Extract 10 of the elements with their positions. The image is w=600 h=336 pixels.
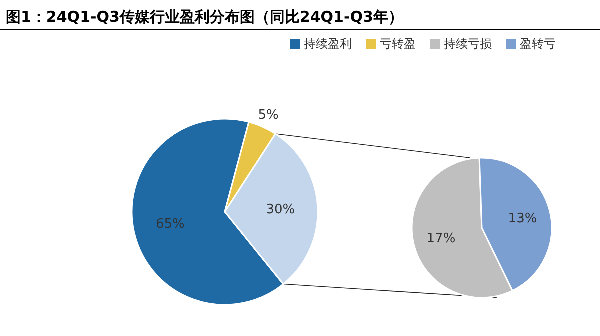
- chart-title: 图1：24Q1-Q3传媒行业盈利分布图（同比24Q1-Q3年）: [6, 8, 404, 26]
- legend-label: 盈转亏: [520, 37, 556, 52]
- data-label: 5%: [258, 108, 279, 123]
- legend-label: 亏转盈: [380, 37, 416, 52]
- legend-label: 持续盈利: [304, 37, 352, 52]
- legend-label: 持续亏损: [444, 37, 492, 52]
- data-label: 13%: [508, 211, 538, 226]
- data-label: 30%: [266, 202, 296, 218]
- data-label: 17%: [426, 232, 456, 247]
- data-label: 65%: [156, 217, 185, 232]
